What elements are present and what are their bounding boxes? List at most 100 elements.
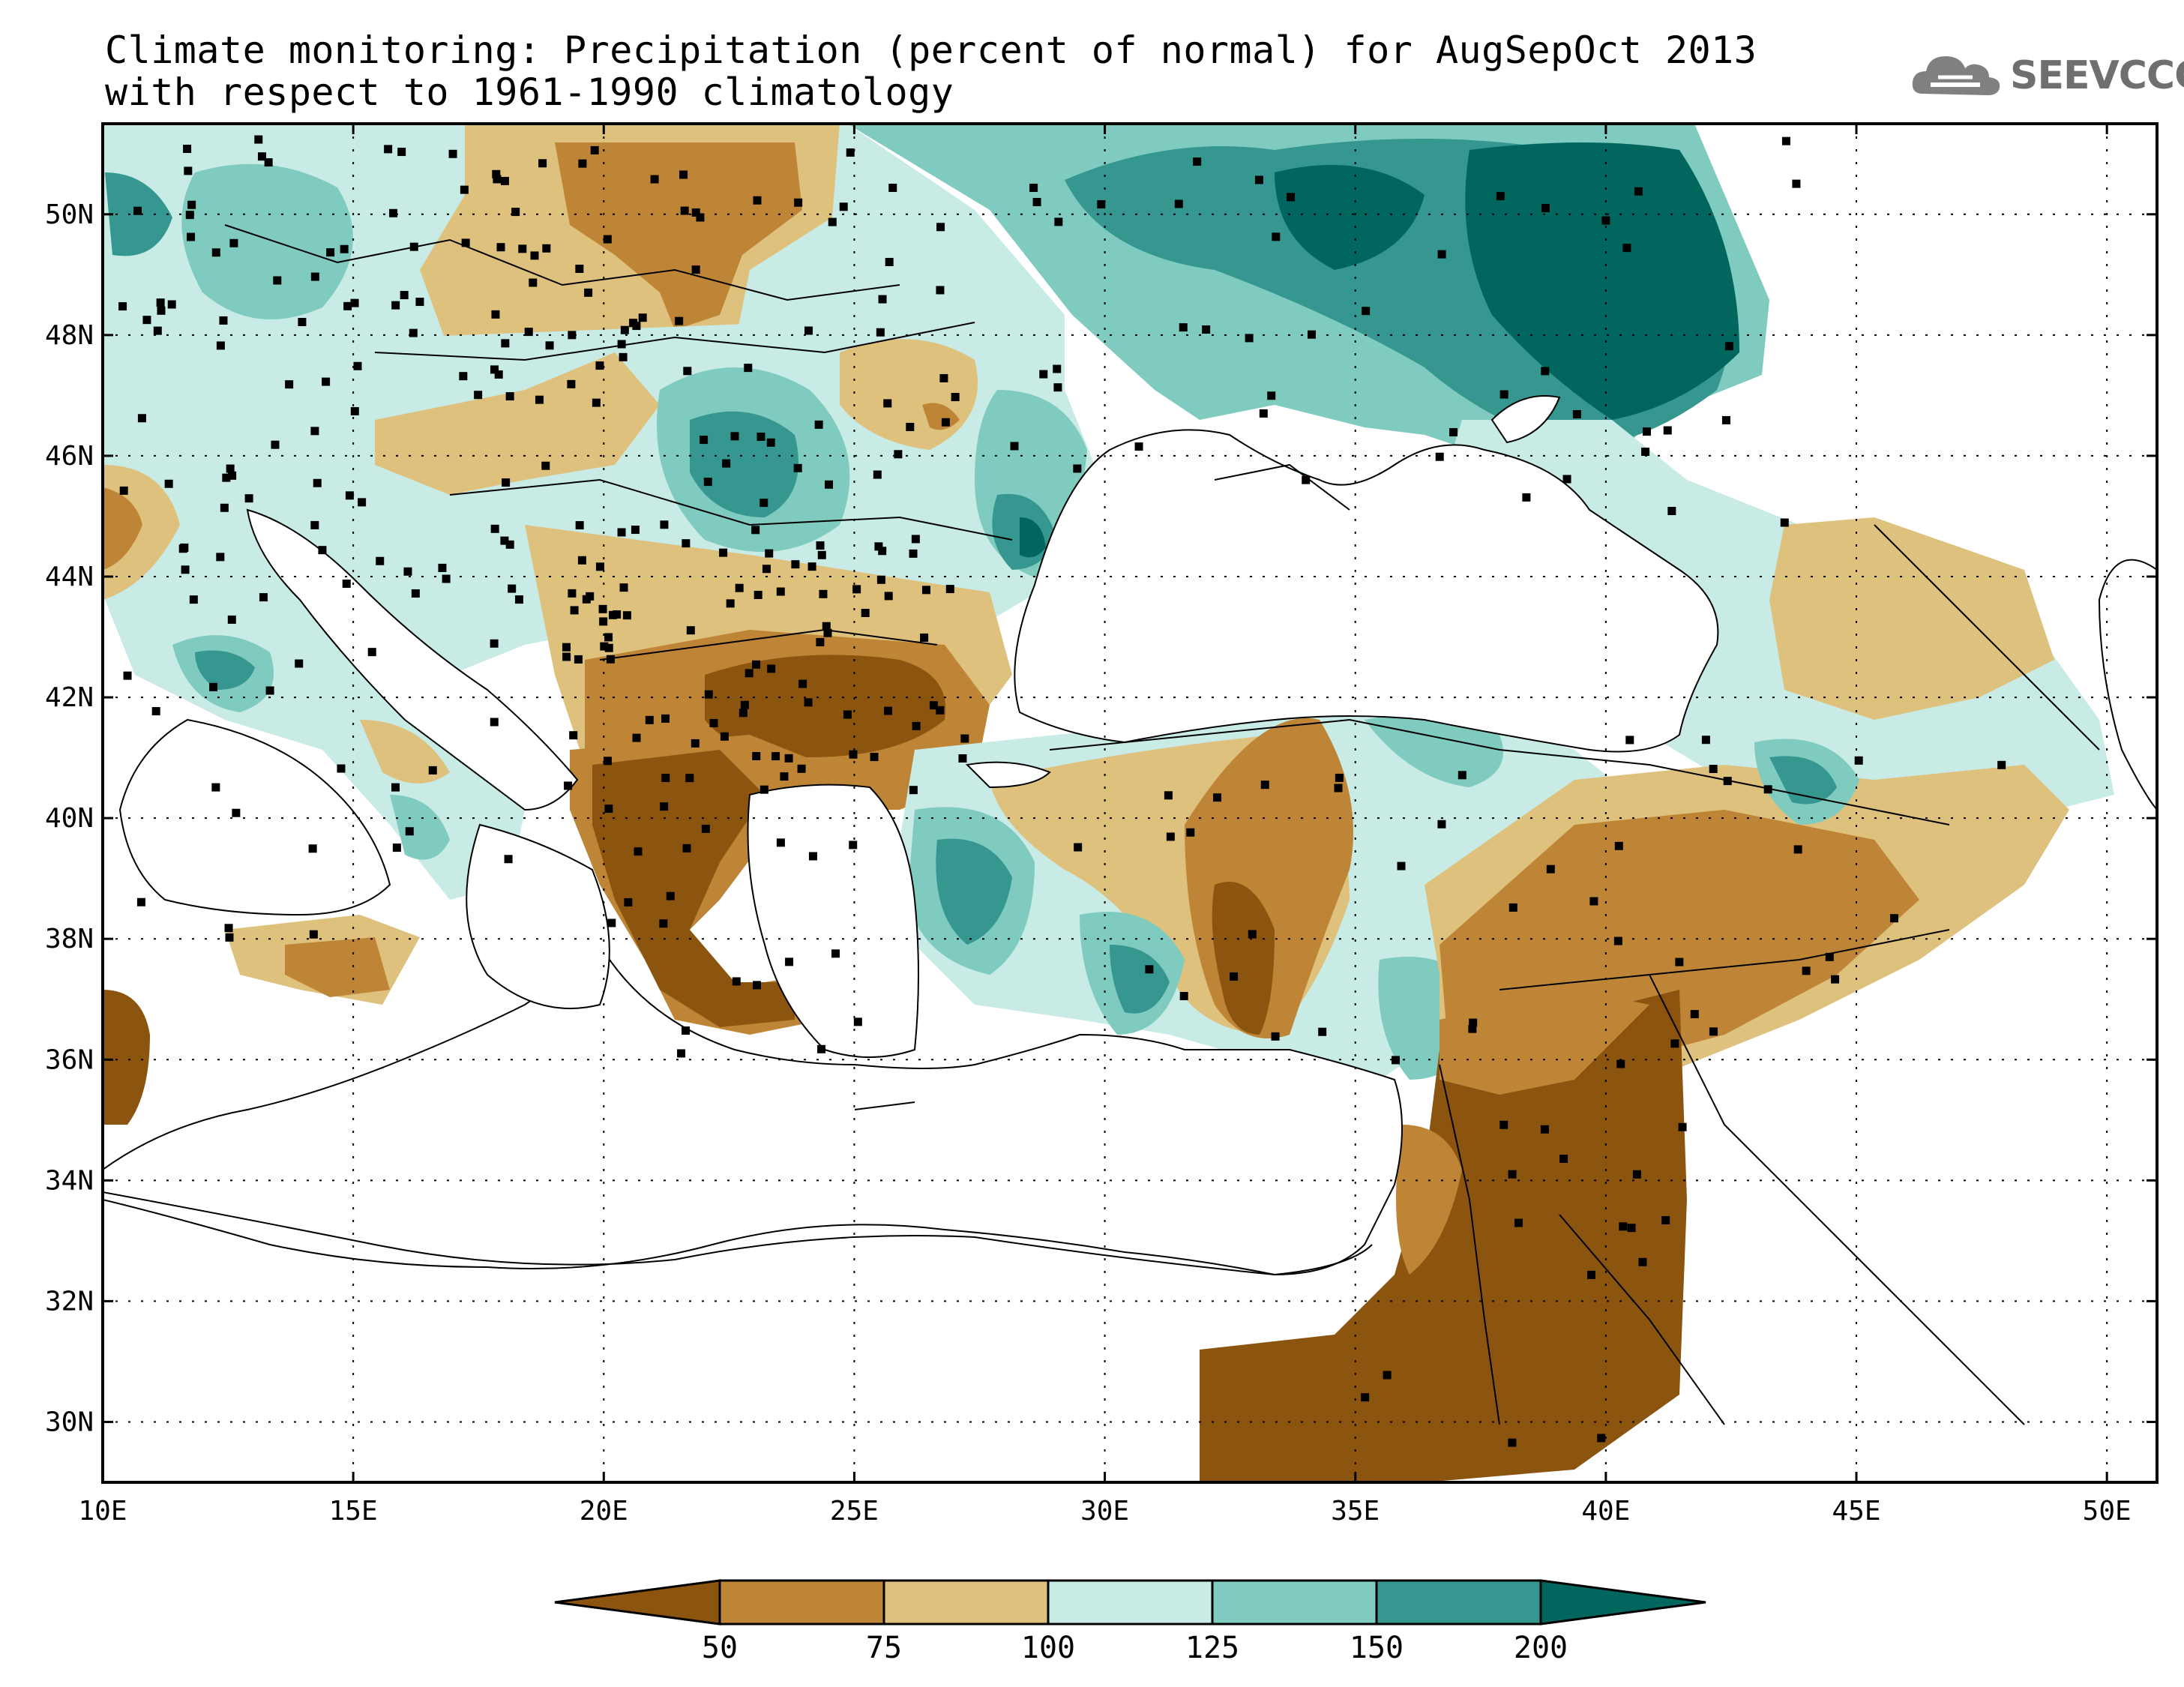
station-marker: [1540, 1125, 1549, 1134]
station-marker: [661, 774, 670, 783]
station-marker: [843, 710, 852, 719]
station-marker: [849, 841, 858, 849]
station-marker: [133, 206, 142, 215]
station-marker: [1361, 1393, 1370, 1402]
station-marker: [298, 318, 307, 327]
station-marker: [511, 208, 520, 217]
station-marker: [567, 379, 576, 388]
station-marker: [929, 701, 938, 710]
station-marker: [936, 223, 945, 232]
station-marker: [766, 438, 775, 447]
station-marker: [885, 257, 894, 266]
station-marker: [751, 526, 760, 535]
station-marker: [617, 528, 626, 537]
station-marker: [732, 977, 741, 986]
station-marker: [376, 556, 385, 565]
station-marker: [1334, 784, 1343, 793]
region-black-sea-coast-wet: [1365, 715, 1503, 787]
station-marker: [888, 184, 897, 193]
station-marker: [1634, 187, 1643, 196]
region-levant-dry-edge: [1440, 990, 1649, 1095]
station-marker: [345, 491, 354, 500]
station-marker: [501, 339, 510, 348]
station-marker: [634, 847, 643, 856]
station-marker: [209, 682, 218, 691]
station-marker: [852, 585, 861, 594]
station-marker: [936, 706, 945, 715]
station-marker: [807, 562, 816, 571]
station-marker: [853, 1017, 862, 1026]
station-marker: [187, 200, 196, 209]
station-marker: [719, 548, 728, 557]
station-marker: [535, 395, 544, 404]
station-marker: [1097, 200, 1106, 209]
station-marker: [1053, 364, 1062, 373]
station-marker: [629, 319, 638, 328]
station-marker: [564, 781, 573, 790]
station-marker: [1709, 765, 1718, 774]
station-marker: [232, 808, 241, 817]
station-marker: [817, 550, 826, 559]
station-marker: [490, 365, 499, 374]
lon-tick-label: 10E: [78, 1496, 127, 1527]
station-marker: [744, 364, 753, 373]
station-marker: [680, 206, 689, 215]
station-marker: [738, 709, 747, 718]
station-marker: [752, 981, 761, 990]
station-marker: [1437, 250, 1446, 259]
station-marker: [1709, 1027, 1718, 1036]
station-marker: [491, 310, 500, 319]
station-marker: [839, 202, 848, 211]
station-marker: [285, 380, 294, 389]
station-marker: [490, 524, 499, 533]
station-marker: [650, 175, 659, 184]
station-marker: [1675, 957, 1684, 966]
station-marker: [1318, 1027, 1327, 1036]
station-marker: [1287, 193, 1296, 202]
station-marker: [156, 298, 165, 307]
station-marker: [157, 306, 166, 315]
station-marker: [884, 592, 893, 601]
station-marker: [873, 470, 882, 479]
station-marker: [322, 377, 331, 386]
station-marker: [337, 764, 346, 773]
region-italy-dry-south: [360, 720, 450, 784]
station-marker: [604, 805, 613, 814]
station-marker: [318, 546, 327, 555]
station-marker: [1508, 1170, 1517, 1179]
lon-tick-label: 15E: [329, 1496, 378, 1527]
station-marker: [1469, 1018, 1478, 1027]
station-marker: [326, 248, 335, 257]
station-marker: [660, 802, 669, 811]
station-marker: [574, 655, 583, 664]
region-greece-very-dry: [592, 750, 795, 1027]
station-marker: [1499, 1120, 1508, 1129]
station-marker: [1670, 1039, 1679, 1048]
station-marker: [814, 420, 823, 429]
lon-tick-label: 30E: [1080, 1496, 1129, 1527]
precip-shading: [103, 124, 2114, 1482]
colorbar-segment: [1375, 1579, 1542, 1626]
station-marker: [759, 785, 768, 794]
station-marker: [759, 499, 768, 508]
station-marker: [617, 340, 626, 349]
station-marker: [259, 593, 268, 602]
station-marker: [187, 232, 196, 241]
lat-tick-label: 42N: [45, 682, 94, 713]
lat-tick-label: 36N: [45, 1044, 94, 1075]
station-marker: [273, 276, 282, 285]
station-marker: [500, 536, 509, 545]
station-marker: [816, 638, 825, 647]
region-carpathian-dry2: [922, 403, 960, 430]
station-marker: [310, 427, 319, 436]
station-marker: [861, 608, 870, 617]
station-marker: [619, 583, 628, 592]
station-marker: [518, 244, 527, 253]
station-marker: [703, 478, 712, 487]
lat-tick-label: 38N: [45, 924, 94, 954]
station-marker: [638, 313, 647, 322]
station-marker: [1391, 1056, 1400, 1065]
station-marker: [682, 1026, 691, 1035]
station-marker: [392, 844, 401, 852]
station-marker: [257, 152, 266, 161]
